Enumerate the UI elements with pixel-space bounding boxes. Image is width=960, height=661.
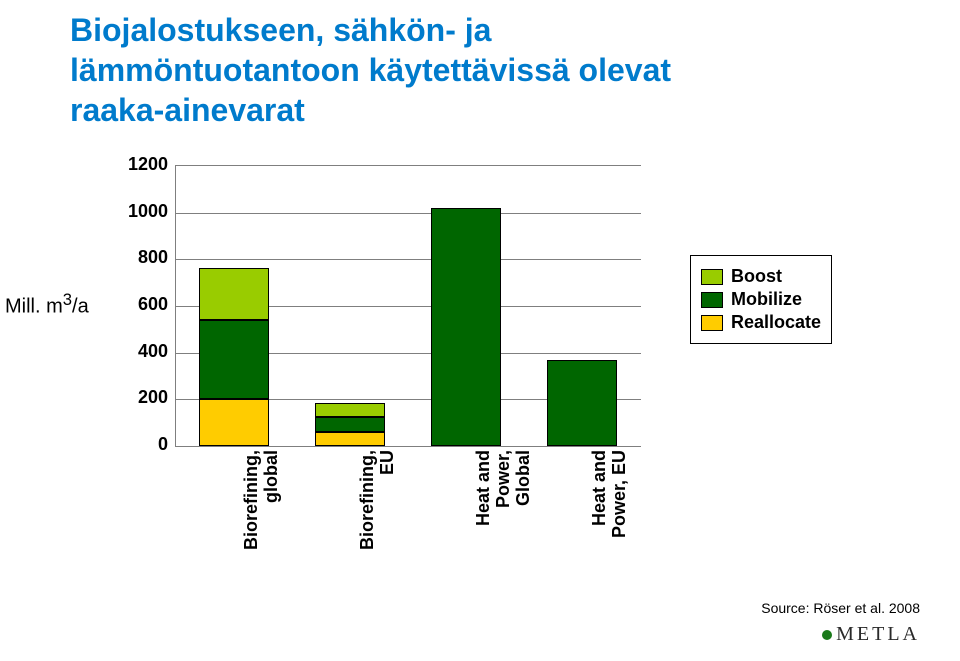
metla-logo: METLA [822, 623, 920, 646]
legend-swatch-mobilize [701, 292, 723, 308]
chart: 020040060080010001200 Biorefining,global… [120, 165, 640, 445]
legend-label: Reallocate [731, 312, 821, 333]
legend-item-mobilize: Mobilize [701, 289, 821, 310]
title-line-2: lämmöntuotantoon käytettävissä olevat [70, 52, 671, 88]
bar-segment-mobilize [315, 417, 385, 432]
legend-swatch-boost [701, 269, 723, 285]
bar-segment-boost [199, 268, 269, 321]
legend-item-reallocate: Reallocate [701, 312, 821, 333]
page-title: Biojalostukseen, sähkön- ja lämmöntuotan… [70, 10, 671, 130]
bar-segment-reallocate [199, 399, 269, 446]
legend-item-boost: Boost [701, 266, 821, 287]
logo-dot-icon [822, 630, 832, 640]
legend-swatch-reallocate [701, 315, 723, 331]
y-tick-label: 1200 [118, 154, 168, 175]
bar-segment-mobilize [199, 320, 269, 399]
title-line-3: raaka-ainevarat [70, 92, 305, 128]
bar-segment-mobilize [547, 360, 617, 446]
y-tick-label: 600 [118, 294, 168, 315]
x-tick-label: Heat andPower,Global [474, 450, 533, 560]
y-tick-label: 0 [118, 434, 168, 455]
y-tick-label: 400 [118, 341, 168, 362]
legend: BoostMobilizeReallocate [690, 255, 832, 344]
bar-segment-mobilize [431, 208, 501, 446]
x-tick-label: Biorefining,global [242, 450, 282, 560]
legend-label: Boost [731, 266, 782, 287]
y-tick-label: 1000 [118, 201, 168, 222]
x-tick-label: Heat andPower, EU [590, 450, 630, 560]
source-citation: Source: Röser et al. 2008 [761, 600, 920, 616]
gridline [176, 213, 641, 214]
legend-label: Mobilize [731, 289, 802, 310]
y-tick-label: 200 [118, 387, 168, 408]
logo-text: METLA [836, 623, 920, 645]
gridline [176, 259, 641, 260]
x-tick-label: Biorefining,EU [358, 450, 398, 560]
plot-area [175, 165, 641, 447]
bar-segment-boost [315, 403, 385, 417]
bar-segment-reallocate [315, 432, 385, 446]
y-tick-label: 800 [118, 247, 168, 268]
title-line-1: Biojalostukseen, sähkön- ja [70, 12, 491, 48]
y-axis-label: Mill. m3/a [5, 290, 89, 319]
